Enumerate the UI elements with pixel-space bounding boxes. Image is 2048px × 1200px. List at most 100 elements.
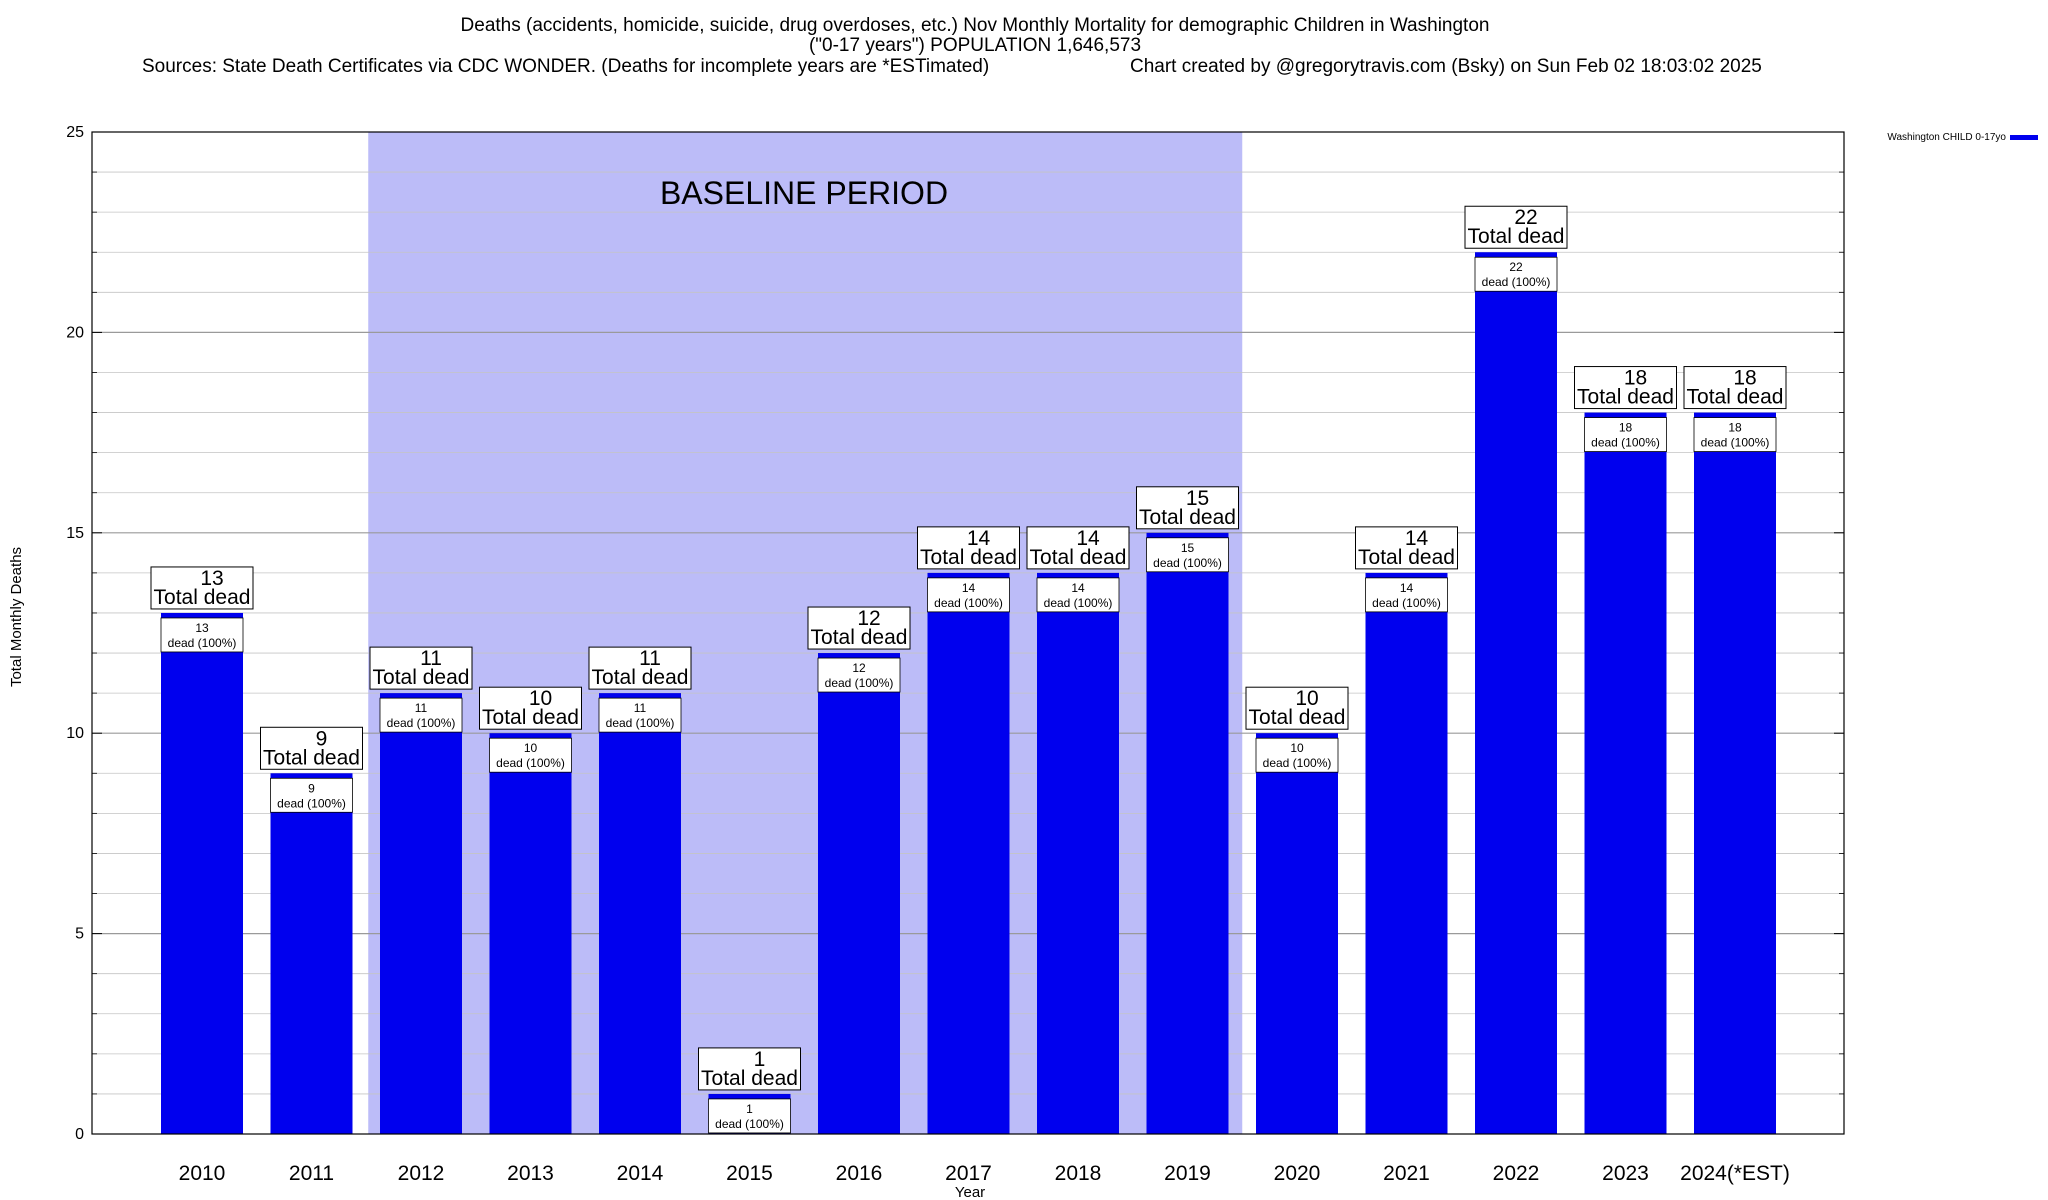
x-tick-label: 2012 bbox=[398, 1162, 445, 1185]
y-tick-label: 25 bbox=[66, 124, 84, 141]
bar-total-label: Total dead bbox=[1577, 386, 1674, 409]
y-tick-label: 0 bbox=[75, 1126, 84, 1143]
bar-total-label: Total dead bbox=[1358, 546, 1455, 569]
bar-total-value: 10 bbox=[1295, 687, 1318, 710]
x-tick-label: 2016 bbox=[836, 1162, 883, 1185]
bar-total-label: Total dead bbox=[1249, 706, 1346, 729]
bar-inner-label: dead (100%) bbox=[1372, 596, 1441, 610]
bar bbox=[380, 693, 462, 1134]
bar bbox=[1146, 532, 1229, 1134]
bar-inner-label-box bbox=[1474, 256, 1558, 292]
bar-inner-value: 11 bbox=[415, 701, 428, 715]
chart-subtitle: ("0-17 years") POPULATION 1,646,573 bbox=[809, 35, 1141, 56]
x-tick-label: 2015 bbox=[726, 1162, 773, 1185]
bar-inner-label-box bbox=[1036, 577, 1120, 613]
bar bbox=[1256, 733, 1338, 1134]
bar-inner-value: 9 bbox=[308, 781, 315, 795]
bar-inner-label: dead (100%) bbox=[934, 596, 1003, 610]
bar-total-value: 11 bbox=[639, 647, 661, 670]
bar-total-label-box bbox=[1245, 686, 1349, 730]
bar-inner-label: dead (100%) bbox=[168, 636, 237, 650]
bar bbox=[818, 653, 900, 1134]
bar bbox=[161, 612, 243, 1134]
bar-total-label-box bbox=[1464, 205, 1568, 249]
x-tick-label: 2011 bbox=[289, 1162, 334, 1185]
bar bbox=[270, 773, 353, 1134]
bar-total-label: Total dead bbox=[263, 746, 360, 769]
bar-total-value: 10 bbox=[529, 687, 552, 710]
bar-total-label-box bbox=[1136, 486, 1239, 530]
bar-total-label: Total dead bbox=[1030, 546, 1127, 569]
bar-inner-value: 1 bbox=[746, 1102, 753, 1116]
bar-total-label: Total dead bbox=[1139, 506, 1236, 529]
bar-total-label-box bbox=[807, 606, 911, 650]
bar-total-label: Total dead bbox=[482, 706, 579, 729]
bar-total-label-box bbox=[1574, 366, 1677, 410]
bar-inner-value: 12 bbox=[852, 661, 866, 675]
x-tick-label: 2022 bbox=[1493, 1162, 1540, 1185]
bar-inner-label: dead (100%) bbox=[1263, 756, 1332, 770]
x-tick-label: 2013 bbox=[507, 1162, 554, 1185]
bar-inner-label-box bbox=[817, 657, 901, 693]
bar-total-label-box bbox=[1026, 526, 1130, 570]
y-tick-label: 20 bbox=[66, 324, 84, 341]
bar bbox=[1475, 252, 1557, 1135]
bar-inner-label: dead (100%) bbox=[825, 676, 894, 690]
y-tick-label: 5 bbox=[75, 926, 84, 943]
bar-total-label-box bbox=[1355, 526, 1458, 570]
bar-total-value: 15 bbox=[1186, 487, 1209, 510]
bar-inner-label: dead (100%) bbox=[277, 796, 346, 810]
bar-total-value: 22 bbox=[1514, 206, 1537, 229]
bar-inner-value: 11 bbox=[634, 701, 647, 715]
bar-inner-label-box bbox=[598, 697, 682, 733]
bar-total-label-box bbox=[1683, 366, 1787, 410]
plot-frame bbox=[91, 131, 1845, 1135]
bar-inner-label-box bbox=[1146, 537, 1229, 573]
bar-total-value: 14 bbox=[967, 527, 991, 550]
bar bbox=[927, 572, 1010, 1134]
x-tick-label: 2023 bbox=[1602, 1162, 1649, 1185]
x-tick-label: 2014 bbox=[617, 1162, 664, 1185]
bar-total-label: Total dead bbox=[1687, 386, 1784, 409]
bar-total-value: 12 bbox=[857, 607, 880, 630]
bar-total-value: 18 bbox=[1733, 367, 1756, 390]
bar-inner-value: 10 bbox=[1290, 741, 1304, 755]
bar-inner-value: 18 bbox=[1619, 421, 1633, 435]
bar-total-value: 9 bbox=[316, 727, 328, 750]
chart-sources: Sources: State Death Certificates via CD… bbox=[142, 56, 989, 77]
bar-total-label-box bbox=[260, 726, 363, 770]
bar-inner-label: dead (100%) bbox=[1482, 275, 1551, 289]
bar-total-value: 14 bbox=[1405, 527, 1429, 550]
bar-inner-label: dead (100%) bbox=[1044, 596, 1113, 610]
bar-inner-label: dead (100%) bbox=[387, 716, 456, 730]
bar-inner-label-box bbox=[270, 777, 353, 813]
x-tick-label: 2019 bbox=[1164, 1162, 1211, 1185]
bar bbox=[1365, 572, 1448, 1134]
y-tick-label: 10 bbox=[66, 725, 84, 742]
bar-total-label: Total dead bbox=[811, 626, 908, 649]
bar-inner-label-box bbox=[379, 697, 463, 733]
bar-inner-value: 14 bbox=[1071, 581, 1085, 595]
bar-inner-label-box bbox=[160, 617, 244, 653]
bar-inner-label-box bbox=[1693, 417, 1777, 452]
bar-inner-label: dead (100%) bbox=[496, 756, 565, 770]
bar-inner-value: 22 bbox=[1509, 260, 1523, 274]
bar-total-label-box bbox=[479, 686, 582, 730]
bar-total-value: 11 bbox=[420, 647, 442, 670]
bar-inner-label-box bbox=[1584, 417, 1667, 452]
bar-total-label-box bbox=[698, 1047, 801, 1091]
x-tick-label: 2020 bbox=[1274, 1162, 1321, 1185]
bar-inner-label: dead (100%) bbox=[1591, 436, 1660, 450]
bars bbox=[161, 252, 1776, 1135]
bar-total-value: 18 bbox=[1624, 367, 1647, 390]
bar-inner-value: 18 bbox=[1728, 421, 1742, 435]
bar-total-label-box bbox=[588, 646, 692, 690]
bar-total-label: Total dead bbox=[920, 546, 1017, 569]
x-tick-label: 2017 bbox=[945, 1162, 992, 1185]
bar-inner-value: 10 bbox=[524, 741, 538, 755]
bar-inner-label-box bbox=[489, 737, 572, 773]
x-tick-label: 2024(*EST) bbox=[1680, 1162, 1790, 1185]
bar-inner-label-box bbox=[927, 577, 1010, 613]
x-tick-label: 2010 bbox=[179, 1162, 226, 1185]
